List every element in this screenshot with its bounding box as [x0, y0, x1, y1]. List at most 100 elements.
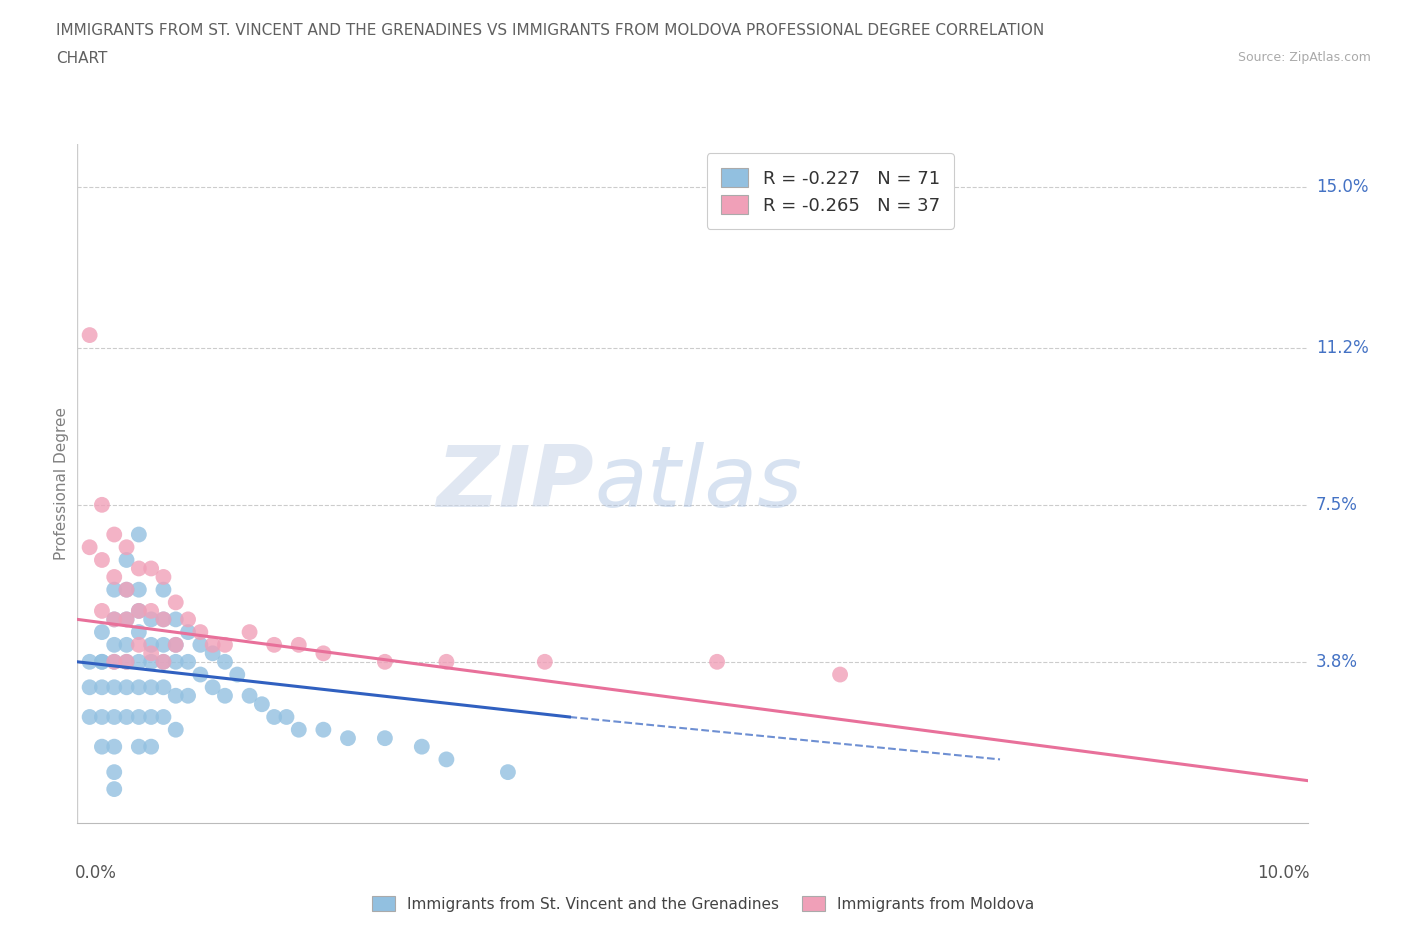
Point: [188, 625, 212, 640]
Point: [141, 680, 163, 695]
Point: [214, 655, 236, 670]
Text: IMMIGRANTS FROM ST. VINCENT AND THE GRENADINES VS IMMIGRANTS FROM MOLDOVA PROFES: IMMIGRANTS FROM ST. VINCENT AND THE GREN…: [56, 23, 1045, 38]
Point: [115, 710, 138, 724]
Point: [103, 637, 125, 652]
Point: [177, 625, 200, 640]
Point: [152, 655, 174, 670]
Point: [141, 739, 163, 754]
Point: [152, 582, 174, 597]
Text: 10.0%: 10.0%: [1257, 864, 1310, 882]
Point: [103, 655, 125, 670]
Point: [188, 667, 212, 682]
Point: [830, 667, 852, 682]
Point: [103, 612, 125, 627]
Point: [165, 612, 187, 627]
Point: [128, 710, 150, 724]
Point: [128, 739, 150, 754]
Point: [436, 752, 458, 767]
Point: [103, 612, 125, 627]
Point: [103, 764, 125, 779]
Point: [128, 561, 150, 576]
Point: [103, 781, 125, 796]
Point: [165, 723, 187, 737]
Point: [115, 582, 138, 597]
Point: [115, 680, 138, 695]
Point: [337, 731, 360, 746]
Point: [128, 680, 150, 695]
Point: [152, 569, 174, 584]
Point: [128, 637, 150, 652]
Point: [103, 655, 125, 670]
Point: [374, 731, 396, 746]
Point: [152, 710, 174, 724]
Point: [79, 327, 101, 342]
Text: 15.0%: 15.0%: [1316, 178, 1368, 195]
Point: [103, 710, 125, 724]
Point: [115, 612, 138, 627]
Point: [90, 604, 114, 618]
Point: [165, 595, 187, 610]
Point: [90, 552, 114, 567]
Point: [374, 655, 396, 670]
Point: [115, 637, 138, 652]
Point: [115, 552, 138, 567]
Point: [165, 637, 187, 652]
Point: [90, 739, 114, 754]
Point: [201, 680, 224, 695]
Point: [90, 498, 114, 512]
Point: [165, 655, 187, 670]
Point: [103, 582, 125, 597]
Point: [103, 680, 125, 695]
Point: [177, 612, 200, 627]
Text: 0.0%: 0.0%: [75, 864, 117, 882]
Point: [128, 527, 150, 542]
Point: [141, 637, 163, 652]
Point: [165, 637, 187, 652]
Point: [239, 625, 262, 640]
Point: [250, 697, 273, 711]
Point: [188, 637, 212, 652]
Point: [141, 710, 163, 724]
Point: [90, 680, 114, 695]
Point: [288, 637, 311, 652]
Point: [534, 655, 557, 670]
Text: 3.8%: 3.8%: [1316, 653, 1358, 671]
Point: [141, 604, 163, 618]
Point: [312, 646, 335, 661]
Point: [226, 667, 249, 682]
Point: [152, 655, 174, 670]
Point: [263, 637, 285, 652]
Point: [141, 561, 163, 576]
Point: [263, 710, 285, 724]
Legend: Immigrants from St. Vincent and the Grenadines, Immigrants from Moldova: Immigrants from St. Vincent and the Gren…: [366, 889, 1040, 918]
Point: [201, 646, 224, 661]
Point: [706, 655, 728, 670]
Point: [165, 688, 187, 703]
Point: [79, 655, 101, 670]
Point: [239, 688, 262, 703]
Point: [128, 582, 150, 597]
Point: [103, 527, 125, 542]
Point: [115, 655, 138, 670]
Point: [201, 637, 224, 652]
Point: [79, 680, 101, 695]
Legend: R = -0.227   N = 71, R = -0.265   N = 37: R = -0.227 N = 71, R = -0.265 N = 37: [707, 153, 955, 229]
Point: [90, 710, 114, 724]
Text: CHART: CHART: [56, 51, 108, 66]
Point: [214, 637, 236, 652]
Point: [288, 723, 311, 737]
Point: [128, 604, 150, 618]
Point: [152, 680, 174, 695]
Point: [128, 625, 150, 640]
Text: Source: ZipAtlas.com: Source: ZipAtlas.com: [1237, 51, 1371, 64]
Point: [103, 569, 125, 584]
Point: [312, 723, 335, 737]
Text: ZIP: ZIP: [436, 442, 595, 525]
Point: [90, 625, 114, 640]
Point: [177, 688, 200, 703]
Point: [177, 655, 200, 670]
Point: [436, 655, 458, 670]
Text: 11.2%: 11.2%: [1316, 339, 1368, 357]
Point: [214, 688, 236, 703]
Point: [276, 710, 298, 724]
